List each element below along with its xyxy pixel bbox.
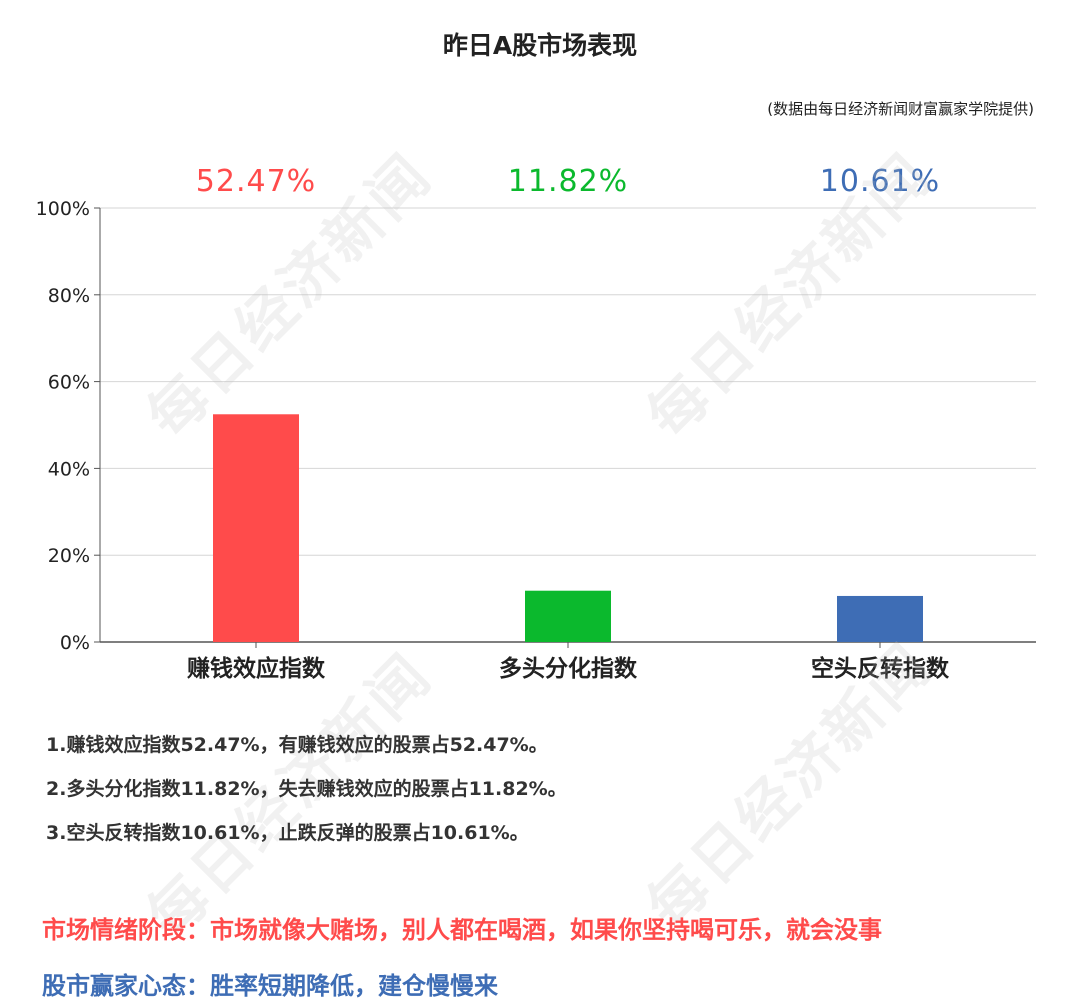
x-category-label: 多头分化指数 (499, 655, 638, 682)
y-tick-label: 80% (48, 285, 90, 307)
y-tick-label: 100% (36, 198, 90, 220)
note-item: 3.空头反转指数10.61%，止跌反弹的股票占10.61%。 (46, 822, 529, 844)
note-item: 2.多头分化指数11.82%，失去赚钱效应的股票占11.82%。 (46, 778, 567, 800)
bar (837, 595, 923, 642)
market-mood-stage: 市场情绪阶段：市场就像大赌场，别人都在喝酒，如果你坚持喝可乐，就会没事 (42, 916, 882, 944)
note-item: 1.赚钱效应指数52.47%，有赚钱效应的股票占52.47%。 (46, 734, 548, 756)
x-category-label: 空头反转指数 (811, 655, 950, 682)
bar-chart: 0% 20% 40% 60% 80% 100% 52.47% 赚钱效应指数 11.82% 多头分化… (36, 164, 1036, 682)
bar (213, 414, 299, 642)
x-category-label: 赚钱效应指数 (187, 655, 326, 682)
notes-list: 1.赚钱效应指数52.47%，有赚钱效应的股票占52.47%。 2.多头分化指数… (46, 730, 567, 862)
y-tick-label: 20% (48, 545, 90, 567)
y-tick-label: 40% (48, 458, 90, 480)
page-title: 昨日A股市场表现 (442, 31, 638, 60)
bar (525, 590, 611, 642)
y-tick-label: 0% (60, 632, 90, 654)
winner-mindset: 股市赢家心态：胜率短期降低，建仓慢慢来 (42, 972, 498, 1000)
bar-value-label: 11.82% (508, 164, 628, 199)
y-tick-label: 60% (48, 372, 90, 394)
bar-value-label: 10.61% (820, 164, 940, 199)
data-source-note: (数据由每日经济新闻财富赢家学院提供) (767, 100, 1034, 118)
bar-value-label: 52.47% (196, 164, 316, 199)
